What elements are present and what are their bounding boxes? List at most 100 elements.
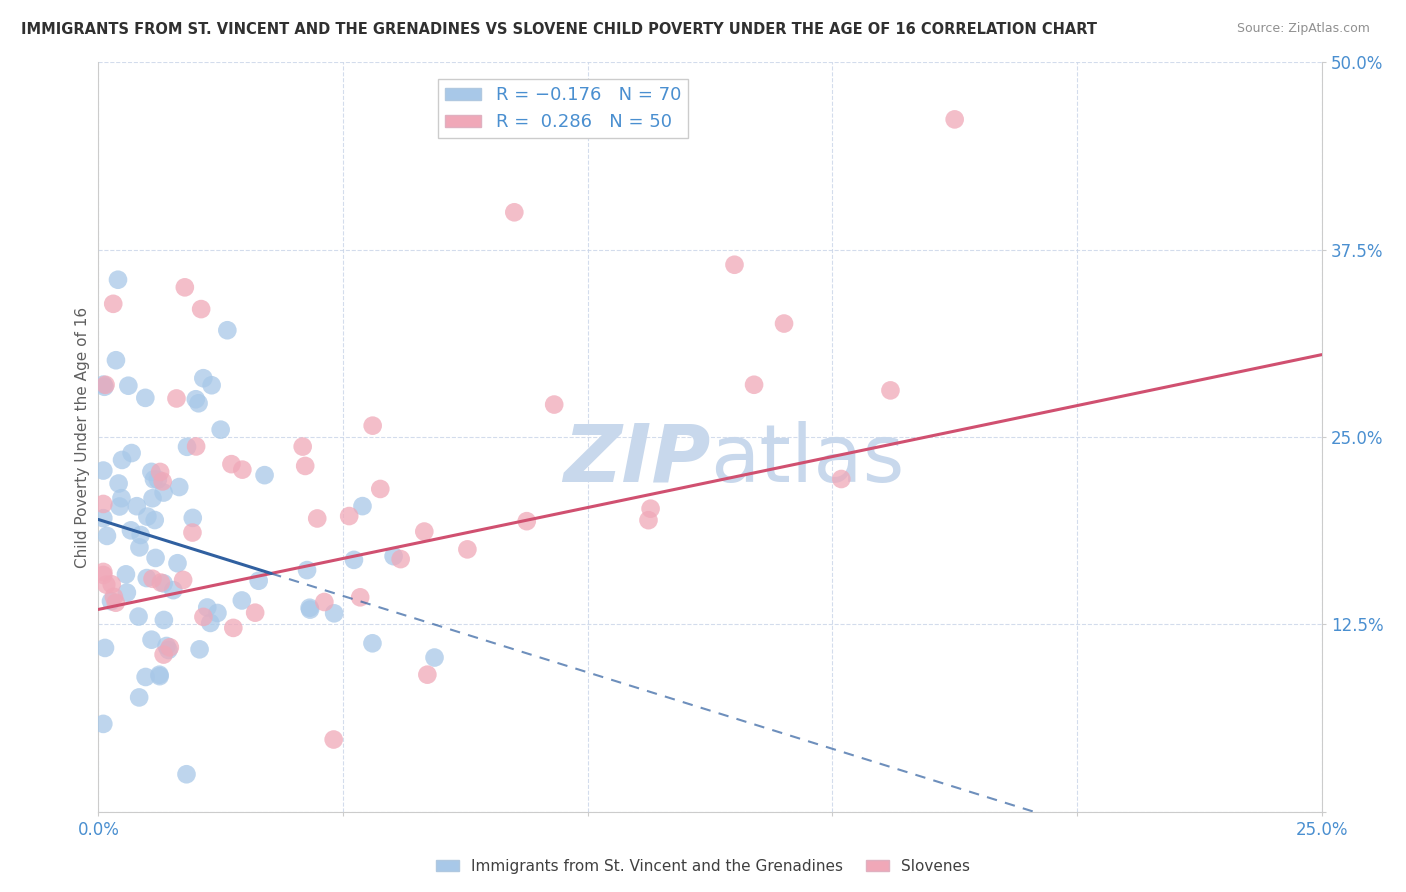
Point xyxy=(120,524,142,538)
Point xyxy=(723,258,745,272)
Y-axis label: Child Poverty Under the Age of 16: Child Poverty Under the Age of 16 xyxy=(75,307,90,567)
Point xyxy=(181,525,204,540)
Point xyxy=(231,462,253,476)
Point xyxy=(247,574,270,588)
Point xyxy=(337,509,360,524)
Point xyxy=(184,392,207,407)
Point xyxy=(110,491,132,505)
Point xyxy=(104,353,127,368)
Point xyxy=(193,610,215,624)
Point xyxy=(243,606,266,620)
Point xyxy=(423,650,446,665)
Point xyxy=(172,573,194,587)
Point xyxy=(503,205,526,219)
Point xyxy=(148,667,170,681)
Point xyxy=(135,670,157,684)
Point xyxy=(184,439,207,453)
Point xyxy=(94,640,117,655)
Point xyxy=(879,384,901,398)
Point xyxy=(96,529,118,543)
Point xyxy=(322,732,344,747)
Point xyxy=(162,583,184,598)
Point xyxy=(389,552,412,566)
Point xyxy=(343,553,366,567)
Point xyxy=(294,458,316,473)
Point xyxy=(91,511,114,525)
Point xyxy=(145,550,167,565)
Point xyxy=(108,500,131,514)
Point xyxy=(91,497,114,511)
Point xyxy=(136,509,159,524)
Point xyxy=(773,317,796,331)
Point xyxy=(200,615,222,630)
Point xyxy=(181,511,204,525)
Point xyxy=(307,511,329,525)
Point xyxy=(100,577,122,591)
Point xyxy=(291,440,314,454)
Point xyxy=(103,590,125,604)
Point xyxy=(143,472,166,486)
Point xyxy=(193,371,215,385)
Point xyxy=(166,392,188,406)
Point xyxy=(121,446,143,460)
Point xyxy=(416,667,439,681)
Point xyxy=(149,575,172,590)
Point xyxy=(107,273,129,287)
Point xyxy=(115,567,138,582)
Point xyxy=(295,563,318,577)
Point xyxy=(141,491,163,506)
Point xyxy=(456,542,478,557)
Point xyxy=(217,323,239,337)
Point xyxy=(94,377,117,392)
Point xyxy=(93,380,115,394)
Point xyxy=(299,602,322,616)
Point xyxy=(143,513,166,527)
Point xyxy=(176,440,198,454)
Point xyxy=(314,595,336,609)
Point xyxy=(516,514,538,528)
Text: ZIP: ZIP xyxy=(562,420,710,499)
Point xyxy=(298,600,321,615)
Point xyxy=(141,572,163,586)
Point xyxy=(207,606,229,620)
Point xyxy=(152,475,174,489)
Point xyxy=(125,499,148,513)
Point xyxy=(167,480,190,494)
Point xyxy=(195,600,218,615)
Point xyxy=(221,457,243,471)
Point xyxy=(129,528,152,542)
Point xyxy=(104,596,127,610)
Point xyxy=(152,485,174,500)
Point xyxy=(830,472,852,486)
Point xyxy=(222,621,245,635)
Point xyxy=(943,112,966,127)
Point xyxy=(231,593,253,607)
Point xyxy=(141,465,163,479)
Point xyxy=(166,556,188,570)
Text: Source: ZipAtlas.com: Source: ZipAtlas.com xyxy=(1237,22,1371,36)
Point xyxy=(128,690,150,705)
Point xyxy=(134,391,156,405)
Point xyxy=(742,377,765,392)
Point xyxy=(135,571,157,585)
Point xyxy=(149,465,172,479)
Point xyxy=(190,302,212,317)
Point xyxy=(149,669,172,683)
Point xyxy=(188,642,211,657)
Point xyxy=(100,594,122,608)
Legend: R = −0.176   N = 70, R =  0.286   N = 50: R = −0.176 N = 70, R = 0.286 N = 50 xyxy=(439,79,689,138)
Point xyxy=(153,613,176,627)
Point xyxy=(173,280,195,294)
Point xyxy=(543,398,565,412)
Point xyxy=(91,717,114,731)
Point xyxy=(146,473,169,487)
Point xyxy=(115,585,138,599)
Legend: Immigrants from St. Vincent and the Grenadines, Slovenes: Immigrants from St. Vincent and the Gren… xyxy=(430,853,976,880)
Point xyxy=(111,453,134,467)
Point xyxy=(187,396,209,410)
Point xyxy=(361,636,384,650)
Point xyxy=(152,576,174,591)
Point xyxy=(159,640,181,655)
Point xyxy=(176,767,198,781)
Text: IMMIGRANTS FROM ST. VINCENT AND THE GRENADINES VS SLOVENE CHILD POVERTY UNDER TH: IMMIGRANTS FROM ST. VINCENT AND THE GREN… xyxy=(21,22,1097,37)
